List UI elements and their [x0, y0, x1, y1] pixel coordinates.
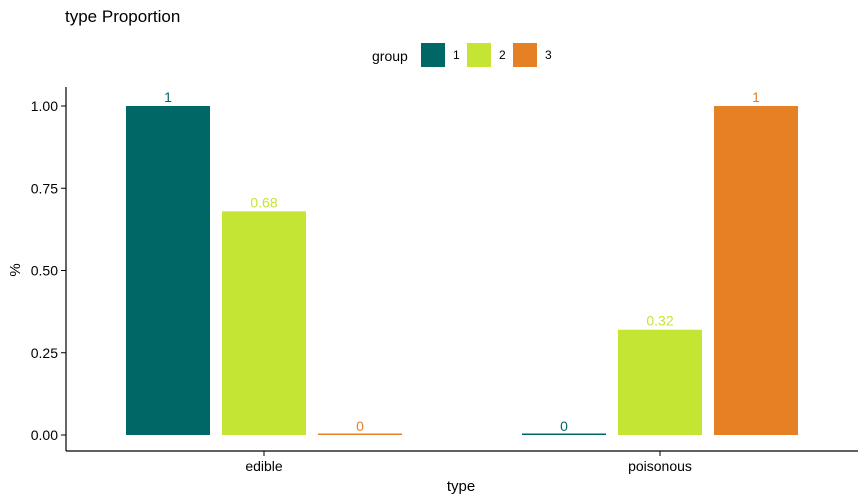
legend-label-1: 1: [453, 48, 460, 62]
y-axis-title: %: [7, 263, 24, 276]
y-tick-label: 0.00: [31, 427, 58, 443]
bar-edible-group-1: [126, 106, 210, 435]
legend-key-1: [421, 43, 445, 67]
bar-poisonous-group-2: [618, 329, 702, 435]
data-label-edible-group-1: 1: [164, 89, 172, 105]
y-ticks: 0.00 0.25 0.50 0.75 1.00: [31, 98, 66, 443]
y-tick-label: 0.50: [31, 263, 58, 279]
data-label-poisonous-group-2: 0.32: [646, 313, 673, 329]
y-tick-label: 0.25: [31, 345, 58, 361]
bar-poisonous-group-3: [714, 106, 798, 435]
data-label-poisonous-group-1: 0: [560, 418, 568, 434]
data-label-edible-group-3: 0: [356, 418, 364, 434]
x-ticks: edible poisonous: [245, 451, 692, 474]
bars: [126, 106, 798, 435]
x-axis-title: type: [447, 478, 475, 495]
bar-poisonous-group-1: [522, 433, 606, 435]
y-tick-label: 1.00: [31, 98, 58, 114]
x-tick-label-edible: edible: [245, 458, 283, 474]
axes: [65, 87, 858, 452]
legend-label-2: 2: [499, 48, 506, 62]
legend-key-2: [467, 43, 491, 67]
bar-edible-group-3: [318, 433, 402, 435]
bar-edible-group-2: [222, 211, 306, 435]
chart-title: type Proportion: [65, 7, 180, 26]
legend-label-3: 3: [545, 48, 552, 62]
x-tick-label-poisonous: poisonous: [628, 458, 692, 474]
legend: group 1 2 3: [372, 43, 552, 67]
y-tick-label: 0.75: [31, 180, 58, 196]
data-labels: 1 0.68 0 0 0.32 1: [164, 89, 760, 434]
data-label-edible-group-2: 0.68: [250, 194, 277, 210]
data-label-poisonous-group-3: 1: [752, 89, 760, 105]
legend-title: group: [372, 48, 408, 64]
legend-key-3: [513, 43, 537, 67]
